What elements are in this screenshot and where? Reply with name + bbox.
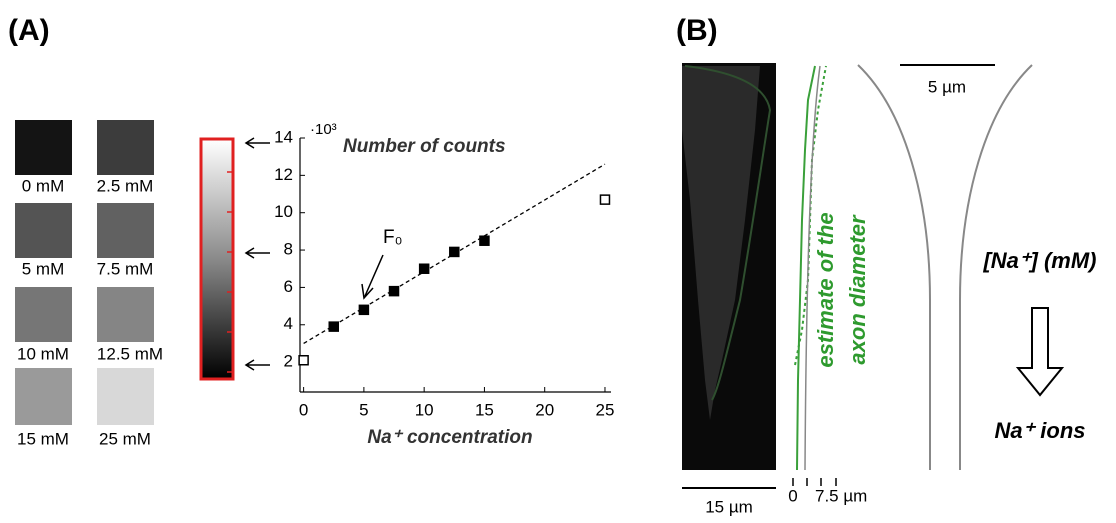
thumbnail — [97, 368, 154, 425]
ions-label: Na⁺ ions — [994, 418, 1085, 443]
thumb-label: 15 mM — [17, 429, 69, 448]
image-shade — [682, 66, 760, 420]
thumbnail — [15, 368, 72, 425]
axis-tick-label: 7.5 µm — [815, 486, 867, 505]
y-axis-label: Number of counts — [343, 136, 506, 157]
plot: 2 4 6 8 10 12 14 0 5 10 15 20 25 — [274, 127, 614, 419]
x-tick-label: 10 — [415, 400, 434, 419]
panel-label: (B) — [676, 14, 718, 47]
x-tick-label: 15 — [475, 400, 494, 419]
scale-label: 5 µm — [928, 77, 966, 96]
thumbnail — [97, 287, 154, 342]
thumbnail — [97, 120, 154, 175]
scale-label: 15 µm — [705, 497, 753, 516]
y-tick-label: 12 — [274, 165, 293, 184]
down-arrow — [1015, 307, 1065, 397]
thumb-label: 10 mM — [17, 344, 69, 363]
axon-edge — [959, 64, 1033, 470]
thumbnail — [15, 120, 72, 175]
y-tick-label: 6 — [284, 277, 293, 296]
panel-label: (A) — [8, 14, 50, 47]
axon-edge — [857, 64, 931, 470]
profile-line — [804, 65, 821, 471]
thumbnail — [15, 287, 72, 342]
thumb-label: 25 mM — [99, 429, 151, 448]
thumb-label: 12.5 mM — [97, 344, 163, 363]
y-tick-label: 14 — [274, 127, 293, 146]
axis-ticks — [792, 478, 837, 486]
point — [418, 263, 430, 274]
annotation: F₀ — [383, 227, 403, 248]
thumbnail — [15, 203, 72, 258]
point — [449, 246, 460, 258]
diameter-label: axon diameter — [845, 214, 870, 365]
point — [599, 194, 611, 205]
thumbnails: 0 mM 2.5 mM 5 mM 7.5 mM 10 mM 12.5 mM 15… — [15, 120, 163, 448]
fit-line — [303, 163, 606, 344]
colorbar-ticks — [227, 171, 233, 373]
image-outline — [684, 65, 772, 401]
y-tick-label: 8 — [284, 240, 293, 259]
diameter-label: estimate of the — [813, 212, 838, 367]
x-axis-label: Na⁺ concentration — [367, 427, 532, 448]
x-tick-label: 0 — [299, 400, 308, 419]
point — [328, 321, 340, 332]
concentration-label: [Na⁺] (mM) — [982, 248, 1096, 273]
y-tick-label: 4 — [284, 314, 293, 333]
thumbnail — [97, 203, 154, 258]
annotation-arrow — [361, 254, 384, 300]
thumb-label: 0 mM — [22, 176, 65, 195]
point — [388, 285, 400, 297]
x-tick-label: 5 — [359, 400, 368, 419]
thumb-label: 7.5 mM — [97, 259, 154, 278]
colorbar — [199, 137, 235, 381]
axis-tick-label: 0 — [788, 486, 797, 505]
point — [298, 355, 309, 366]
thumb-label: 2.5 mM — [97, 176, 154, 195]
y-multiplier: ·10³ — [310, 121, 337, 138]
x-tick-label: 25 — [596, 400, 615, 419]
y-tick-label: 2 — [284, 352, 293, 371]
arrows — [244, 137, 270, 371]
thumb-label: 5 mM — [22, 259, 65, 278]
x-tick-label: 20 — [535, 400, 554, 419]
y-tick-label: 10 — [274, 202, 293, 221]
diameter-estimate — [796, 65, 816, 471]
